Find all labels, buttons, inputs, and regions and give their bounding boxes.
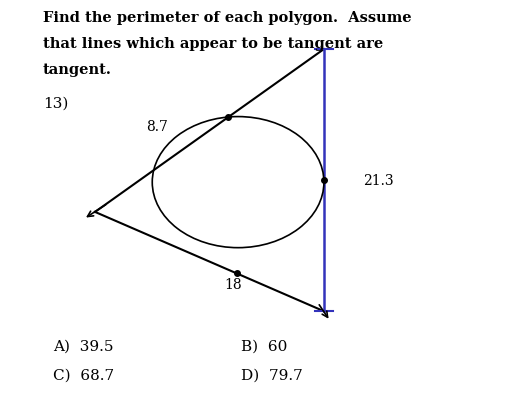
Text: B)  60: B) 60 xyxy=(241,340,287,354)
Text: 8.7: 8.7 xyxy=(146,120,168,134)
Text: that lines which appear to be tangent are: that lines which appear to be tangent ar… xyxy=(43,37,383,51)
Text: tangent.: tangent. xyxy=(43,63,112,77)
Text: A)  39.5: A) 39.5 xyxy=(53,340,114,354)
Text: 18: 18 xyxy=(224,278,242,292)
Text: D)  79.7: D) 79.7 xyxy=(241,369,302,383)
Text: 21.3: 21.3 xyxy=(363,174,394,188)
Text: 13): 13) xyxy=(43,97,69,111)
Text: C)  68.7: C) 68.7 xyxy=(53,369,115,383)
Text: Find the perimeter of each polygon.  Assume: Find the perimeter of each polygon. Assu… xyxy=(43,11,412,25)
